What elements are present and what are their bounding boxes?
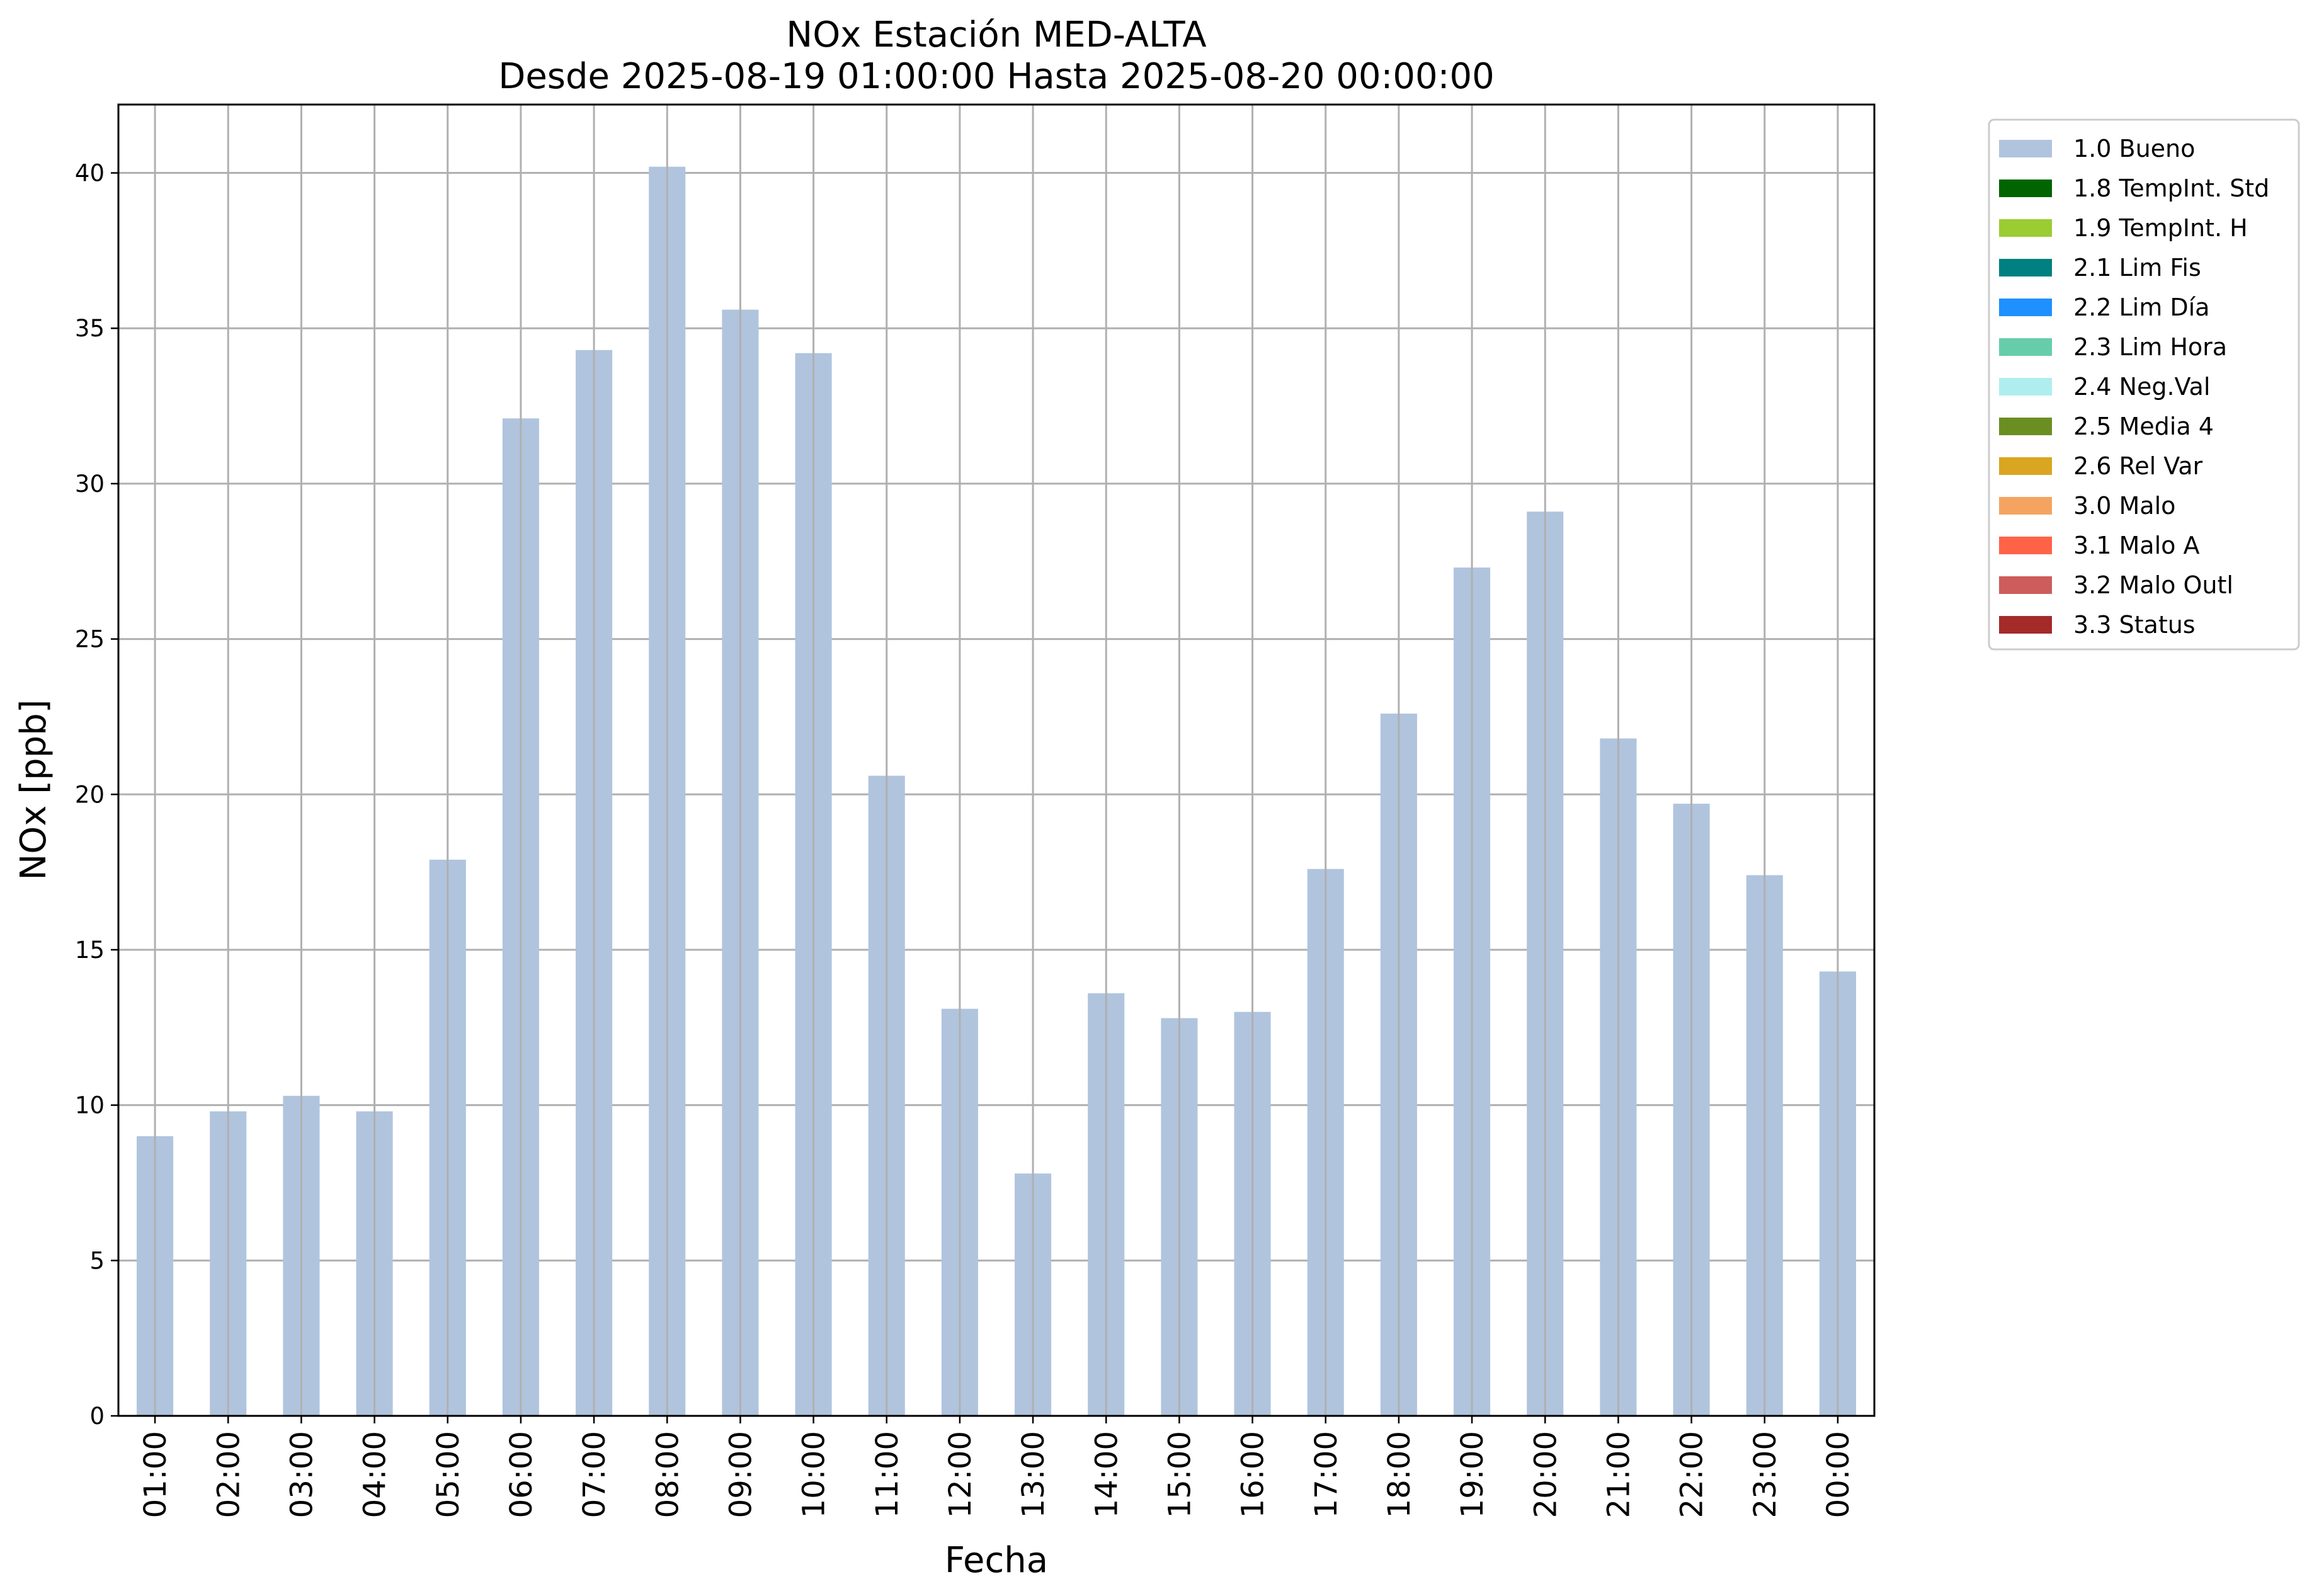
- y-tick-label: 30: [75, 470, 105, 498]
- x-tick-label: 13:00: [1016, 1431, 1051, 1518]
- legend-label: 1.9 TempInt. H: [2073, 214, 2248, 242]
- y-tick-label: 35: [75, 315, 105, 342]
- y-tick-label: 25: [75, 626, 105, 653]
- y-tick-label: 5: [89, 1247, 105, 1274]
- x-tick-label: 03:00: [284, 1431, 319, 1518]
- x-tick-label: 15:00: [1162, 1431, 1197, 1518]
- x-tick-label: 12:00: [943, 1431, 978, 1518]
- legend-label: 2.2 Lim Día: [2073, 294, 2209, 321]
- x-tick-label: 10:00: [797, 1431, 832, 1518]
- x-axis-label: Fecha: [945, 1540, 1048, 1581]
- legend-item: 2.5 Media 4: [1999, 413, 2214, 440]
- legend-swatch: [1999, 418, 2052, 435]
- x-tick-label: 22:00: [1675, 1431, 1710, 1518]
- legend-swatch: [1999, 180, 2052, 197]
- legend-swatch: [1999, 616, 2052, 634]
- legend: 1.0 Bueno 1.8 TempInt. Std 1.9 TempInt. H 2…: [1988, 118, 2300, 651]
- legend-item: 1.9 TempInt. H: [1999, 214, 2248, 242]
- legend-item: 3.2 Malo Outl: [1999, 571, 2233, 599]
- y-tick-label: 10: [75, 1092, 105, 1119]
- y-tick-label: 40: [75, 160, 105, 187]
- legend-label: 1.8 TempInt. Std: [2073, 174, 2269, 202]
- x-tick-label: 17:00: [1309, 1431, 1344, 1518]
- legend-swatch: [1999, 537, 2052, 554]
- y-tick-label: 15: [75, 937, 105, 964]
- grid-layer: [118, 172, 1874, 1417]
- legend-swatch: [1999, 338, 2052, 356]
- legend-label: 1.0 Bueno: [2073, 135, 2195, 162]
- x-ticks: 01:00 02:00 03:00 04:00 05:00 06:00 07:00 08:00…: [138, 1416, 1856, 1518]
- x-tick-label: 07:00: [577, 1431, 612, 1518]
- legend-swatch: [1999, 140, 2052, 157]
- legend-swatch: [1999, 378, 2052, 396]
- x-tick-label: 00:00: [1821, 1431, 1856, 1518]
- legend-item: 3.3 Status: [1999, 611, 2196, 639]
- legend-item: 3.1 Malo A: [1999, 532, 2199, 559]
- legend-item: 2.6 Rel Var: [1999, 452, 2203, 480]
- legend-swatch: [1999, 576, 2052, 594]
- legend-item: 2.1 Lim Fis: [1999, 254, 2201, 282]
- legend-label: 3.0 Malo: [2073, 492, 2175, 520]
- legend-swatch: [1999, 457, 2052, 475]
- y-ticks: 0 5 10 15 20 25 30 35 40: [75, 160, 118, 1430]
- legend-label: 2.6 Rel Var: [2073, 452, 2203, 480]
- legend-label: 2.4 Neg.Val: [2073, 373, 2210, 401]
- legend-label: 3.3 Status: [2073, 611, 2196, 639]
- x-tick-label: 19:00: [1455, 1431, 1490, 1518]
- x-tick-label: 23:00: [1748, 1431, 1783, 1518]
- legend-box: [1988, 118, 2300, 651]
- x-tick-label: 16:00: [1236, 1431, 1271, 1518]
- legend-swatch: [1999, 299, 2052, 316]
- x-tick-label: 20:00: [1528, 1431, 1563, 1518]
- x-tick-label: 02:00: [211, 1431, 246, 1518]
- chart-title: NOx Estación MED-ALTA: [786, 14, 1206, 55]
- legend-swatch: [1999, 497, 2052, 515]
- legend-label: 3.1 Malo A: [2073, 532, 2199, 559]
- legend-label: 2.5 Media 4: [2073, 413, 2214, 440]
- x-tick-label: 18:00: [1382, 1431, 1417, 1518]
- x-tick-label: 14:00: [1089, 1431, 1124, 1518]
- y-axis-label: NOx [ppb]: [13, 699, 54, 880]
- legend-swatch: [1999, 219, 2052, 237]
- x-tick-label: 01:00: [138, 1431, 173, 1518]
- y-tick-label: 20: [75, 781, 105, 808]
- x-tick-label: 09:00: [723, 1431, 758, 1518]
- legend-swatch: [1999, 259, 2052, 276]
- bars-layer: [137, 166, 1856, 1416]
- legend-item: 2.2 Lim Día: [1999, 294, 2209, 321]
- x-tick-label: 11:00: [870, 1431, 905, 1518]
- plot-frame: [117, 103, 1876, 1417]
- x-tick-label: 05:00: [431, 1431, 466, 1518]
- chart-subtitle: Desde 2025-08-19 01:00:00 Hasta 2025-08-…: [498, 56, 1495, 97]
- legend-items: 1.0 Bueno 1.8 TempInt. Std 1.9 TempInt. H 2…: [1999, 135, 2269, 639]
- y-tick-label: 0: [89, 1403, 105, 1430]
- legend-item: 3.0 Malo: [1999, 492, 2175, 520]
- legend-label: 2.1 Lim Fis: [2073, 254, 2201, 282]
- legend-label: 3.2 Malo Outl: [2073, 571, 2233, 599]
- x-tick-label: 08:00: [650, 1431, 685, 1518]
- x-tick-label: 04:00: [358, 1431, 393, 1518]
- x-tick-label: 21:00: [1601, 1431, 1636, 1518]
- legend-label: 2.3 Lim Hora: [2073, 333, 2227, 361]
- legend-item: 2.3 Lim Hora: [1999, 333, 2227, 361]
- x-tick-label: 06:00: [504, 1431, 539, 1518]
- legend-item: 1.0 Bueno: [1999, 135, 2195, 162]
- legend-item: 2.4 Neg.Val: [1999, 373, 2210, 401]
- legend-item: 1.8 TempInt. Std: [1999, 174, 2269, 202]
- x-grid-layer: [154, 105, 1839, 1416]
